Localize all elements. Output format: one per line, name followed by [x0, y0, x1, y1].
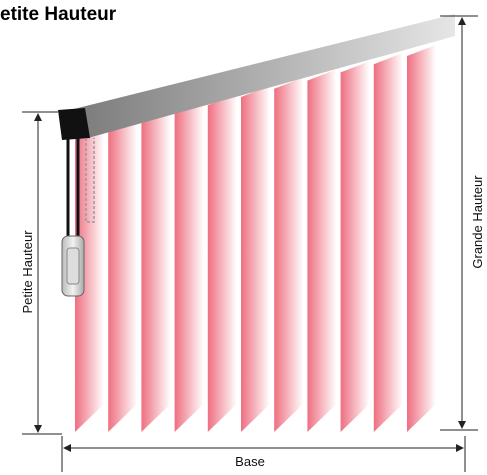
wand-inner: [66, 247, 80, 285]
right-height-label: Grande Hauteur: [470, 175, 485, 269]
slat: [174, 102, 204, 432]
slat: [373, 53, 403, 433]
slat: [207, 94, 237, 432]
slat: [340, 61, 370, 433]
slats: [75, 44, 436, 433]
slat: [141, 110, 171, 432]
rail-end: [58, 108, 90, 140]
slat: [75, 126, 104, 432]
head-rail: [62, 14, 455, 138]
slat: [241, 85, 270, 433]
slat: [307, 69, 337, 432]
title: etite Hauteur: [0, 4, 117, 25]
left-height-label: Petite Hauteur: [20, 230, 35, 314]
chain: [85, 138, 95, 223]
slat: [108, 118, 138, 432]
base-label: Base: [235, 454, 265, 469]
slat: [407, 44, 436, 432]
slat: [274, 77, 304, 433]
